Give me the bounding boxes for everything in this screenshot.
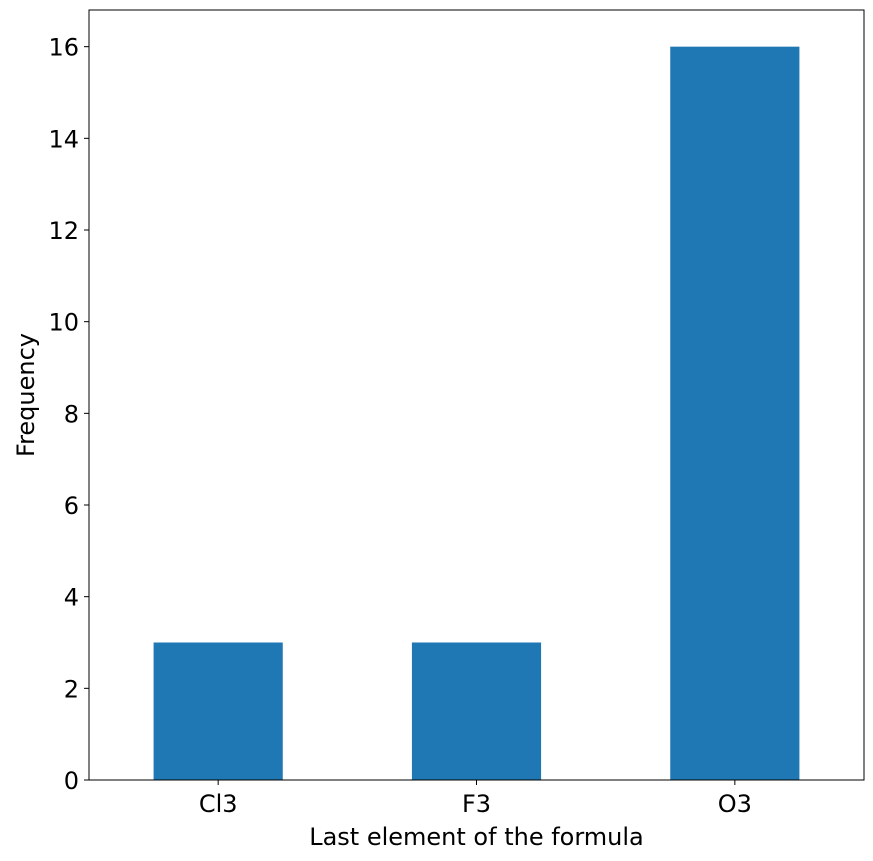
y-tick-label: 2 [64, 675, 79, 703]
bars-group [153, 46, 800, 780]
x-tick-label: O3 [718, 790, 752, 818]
y-axis-label: Frequency [12, 333, 40, 457]
x-axis-label: Last element of the formula [309, 823, 644, 851]
bar-cl3 [153, 642, 283, 780]
x-tick-label: F3 [462, 790, 491, 818]
y-tick-label: 4 [64, 584, 79, 612]
y-tick-label: 0 [64, 767, 79, 795]
y-tick-label: 14 [48, 125, 79, 153]
bar-o3 [670, 46, 800, 780]
y-tick-label: 12 [48, 217, 79, 245]
y-axis-ticks: 0 2 4 6 8 10 12 14 16 [48, 34, 89, 795]
x-axis-ticks: Cl3 F3 O3 [199, 780, 752, 818]
x-tick-label: Cl3 [199, 790, 238, 818]
y-tick-label: 6 [64, 492, 79, 520]
y-tick-label: 10 [48, 309, 79, 337]
plot-frame [88, 9, 865, 781]
bar-f3 [411, 642, 542, 780]
y-tick-label: 16 [48, 34, 79, 62]
y-tick-label: 8 [64, 400, 79, 428]
